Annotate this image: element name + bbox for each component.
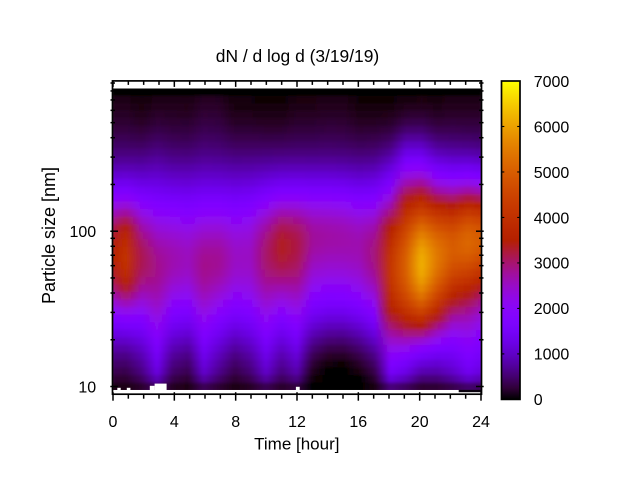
- svg-text:10: 10: [78, 379, 96, 396]
- svg-text:24: 24: [472, 414, 490, 431]
- svg-text:dN / d log d (3/19/19): dN / d log d (3/19/19): [216, 46, 379, 66]
- svg-text:0: 0: [534, 392, 543, 409]
- svg-text:Time [hour]: Time [hour]: [254, 435, 339, 454]
- svg-text:20: 20: [411, 414, 429, 431]
- svg-text:0: 0: [109, 414, 118, 431]
- svg-text:7000: 7000: [534, 74, 570, 91]
- svg-text:16: 16: [349, 414, 367, 431]
- svg-text:12: 12: [288, 414, 306, 431]
- svg-text:4000: 4000: [534, 210, 570, 227]
- svg-text:6000: 6000: [534, 119, 570, 136]
- svg-text:4: 4: [170, 414, 179, 431]
- svg-text:2000: 2000: [534, 301, 570, 318]
- svg-text:1000: 1000: [534, 347, 570, 364]
- svg-text:5000: 5000: [534, 165, 570, 182]
- svg-text:100: 100: [69, 224, 96, 241]
- svg-text:Particle size [nm]: Particle size [nm]: [39, 167, 59, 304]
- svg-text:8: 8: [231, 414, 240, 431]
- svg-text:3000: 3000: [534, 256, 570, 273]
